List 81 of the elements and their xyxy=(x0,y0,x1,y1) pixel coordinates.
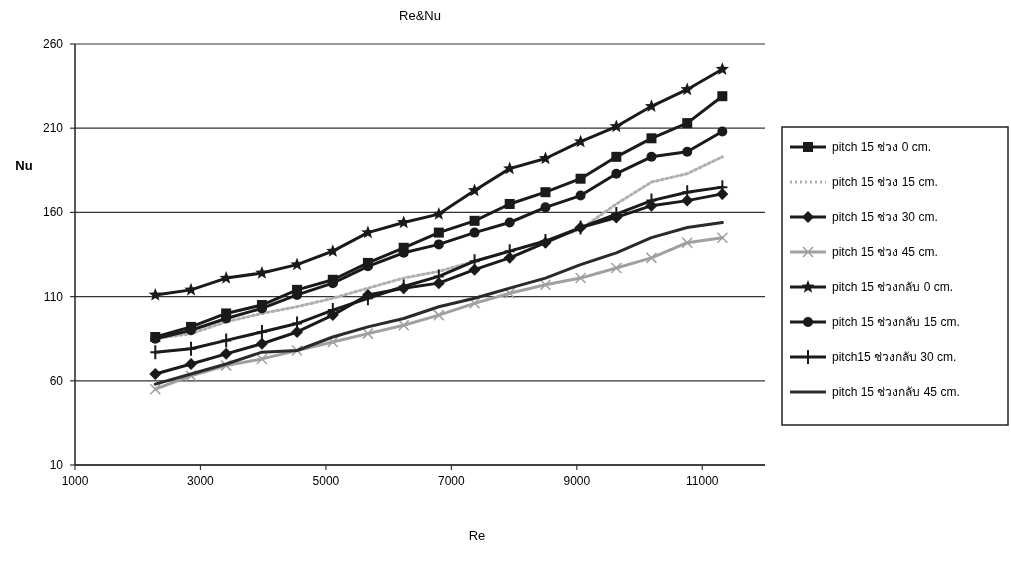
point xyxy=(681,236,693,249)
point xyxy=(397,319,410,331)
point xyxy=(219,271,233,284)
point xyxy=(611,168,622,179)
point xyxy=(290,257,304,271)
point xyxy=(538,151,553,165)
point xyxy=(255,266,269,279)
point xyxy=(255,323,268,340)
point xyxy=(432,207,446,220)
point xyxy=(717,126,728,137)
point xyxy=(609,119,623,133)
x-tick-label: 5000 xyxy=(312,474,340,488)
point xyxy=(646,151,657,162)
y-tick-label: 260 xyxy=(42,37,64,51)
point xyxy=(327,336,339,348)
point xyxy=(469,227,480,238)
point xyxy=(715,62,729,75)
x-tick-label: 1000 xyxy=(61,474,89,488)
point xyxy=(682,118,693,129)
point xyxy=(361,225,375,239)
point xyxy=(256,353,268,365)
x-tick-label: 3000 xyxy=(187,474,215,488)
point xyxy=(149,344,162,361)
point xyxy=(468,263,481,276)
point xyxy=(645,252,658,264)
legend-label: pitch 15 ช่วง 45 cm. xyxy=(832,245,938,259)
legend-label: pitch 15 ช่วง 15 cm. xyxy=(832,175,938,189)
legend-label: pitch 15 ช่วง 0 cm. xyxy=(832,140,932,154)
point xyxy=(574,272,587,284)
point xyxy=(149,383,162,395)
point xyxy=(468,297,481,310)
point xyxy=(185,340,198,357)
point xyxy=(644,99,659,112)
point xyxy=(148,287,162,301)
point xyxy=(716,231,729,244)
legend-label: pitch15 ช่วงกลับ 30 cm. xyxy=(832,350,957,364)
chart-title: Re&Nu xyxy=(399,8,441,23)
legend-label: pitch 15 ช่วงกลับ 0 cm. xyxy=(832,280,954,294)
legend-label: pitch 15 ช่วงกลับ 15 cm. xyxy=(832,315,960,329)
point xyxy=(540,187,551,198)
point xyxy=(504,198,515,209)
y-tick-label: 110 xyxy=(43,289,64,304)
point xyxy=(682,146,693,157)
point xyxy=(504,217,515,228)
x-tick-label: 9000 xyxy=(563,474,591,488)
y-tick-label: 60 xyxy=(49,373,64,388)
point xyxy=(539,279,552,291)
point xyxy=(433,309,445,321)
y-axis-title: Nu xyxy=(15,158,33,173)
point xyxy=(573,134,588,148)
point xyxy=(717,91,728,102)
point xyxy=(575,173,586,184)
point xyxy=(469,215,480,226)
point xyxy=(467,183,482,197)
point xyxy=(184,282,198,296)
y-tick-label: 160 xyxy=(42,205,64,220)
point xyxy=(220,347,233,360)
point xyxy=(185,357,198,370)
point xyxy=(326,244,340,257)
point xyxy=(610,262,623,274)
point xyxy=(220,332,233,349)
y-tick-label: 210 xyxy=(42,121,64,136)
legend-label: pitch 15 ช่วงกลับ 45 cm. xyxy=(832,385,960,399)
y-tick-label: 10 xyxy=(49,458,64,472)
x-axis-title: Re xyxy=(468,528,486,543)
point xyxy=(503,287,516,299)
point xyxy=(433,239,444,250)
point xyxy=(680,82,694,96)
point xyxy=(255,337,268,350)
x-tick-label: 11000 xyxy=(686,474,719,488)
point xyxy=(646,133,657,144)
point xyxy=(575,190,586,201)
point xyxy=(149,368,162,381)
x-tick-label: 7000 xyxy=(438,474,466,488)
point xyxy=(433,227,444,238)
point xyxy=(611,151,622,162)
point xyxy=(540,202,551,213)
point xyxy=(220,359,232,372)
legend-label: pitch 15 ช่วง 30 cm. xyxy=(832,210,938,224)
point xyxy=(291,344,303,357)
point xyxy=(362,327,374,340)
